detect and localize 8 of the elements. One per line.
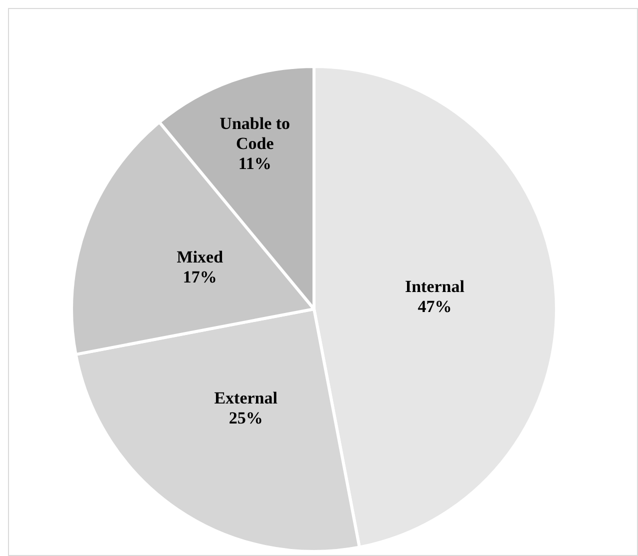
data-label: 17%	[182, 267, 217, 286]
data-label: 25%	[228, 408, 263, 428]
slice-label: Mixed	[176, 247, 224, 266]
slice-label: Internal	[404, 276, 465, 296]
data-label: 47%	[418, 296, 452, 316]
slice-label: External	[214, 388, 278, 408]
slice-label: Unable to Code	[220, 114, 290, 154]
data-label: 11%	[238, 154, 272, 174]
